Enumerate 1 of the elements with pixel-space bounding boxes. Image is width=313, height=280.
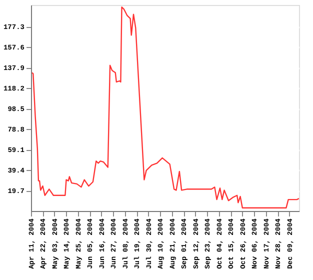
line-series xyxy=(31,6,299,208)
